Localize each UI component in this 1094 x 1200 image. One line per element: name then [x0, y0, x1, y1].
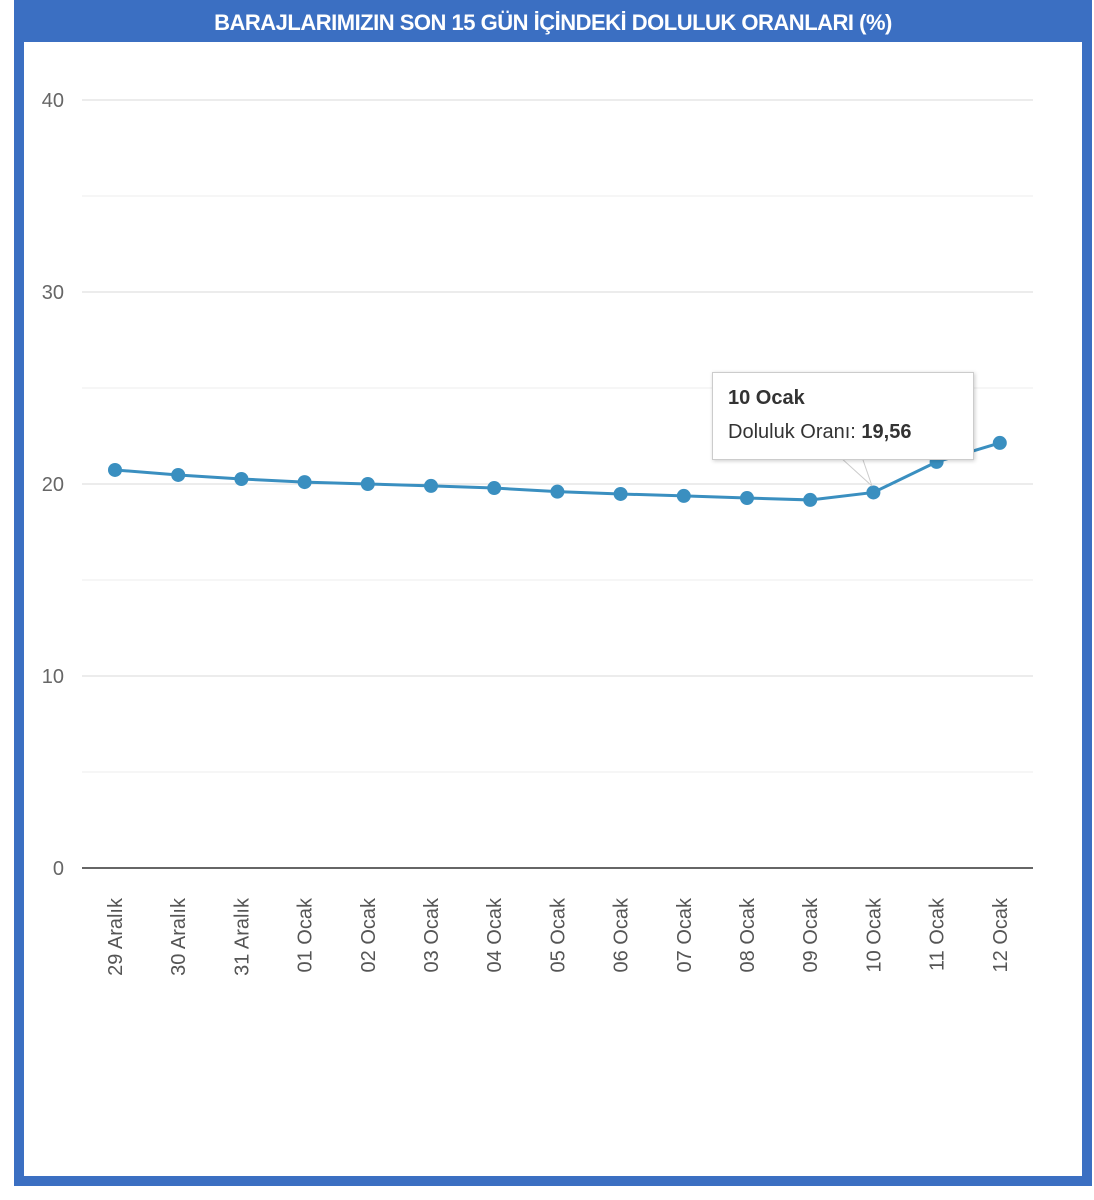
data-point	[487, 481, 502, 496]
x-tick-label: 05 Ocak	[547, 897, 569, 972]
x-tick-label: 01 Ocak	[295, 897, 317, 972]
tooltip-value: 19,56	[861, 421, 912, 443]
data-point	[866, 485, 881, 500]
x-tick-label: 30 Aralık	[168, 897, 190, 976]
data-point	[360, 477, 375, 491]
data-point	[740, 491, 754, 506]
x-tick-label: 07 Ocak	[674, 897, 696, 972]
y-tick-label: 0	[53, 858, 64, 880]
chart-frame	[14, 0, 1092, 1186]
data-point	[424, 478, 438, 493]
y-tick-label: 10	[42, 666, 64, 688]
tooltip-label: Doluluk Oranı:	[728, 421, 856, 443]
x-tick-label: 31 Aralık	[231, 897, 253, 976]
tooltip-row: Doluluk Oranı: 19,56	[728, 421, 911, 444]
x-tick-label: 08 Ocak	[737, 897, 759, 972]
tooltip-pointer	[839, 456, 873, 487]
x-tick-label: 11 Ocak	[927, 897, 949, 971]
data-point	[550, 484, 565, 499]
data-point	[676, 488, 691, 503]
data-point	[297, 475, 312, 490]
x-tick-label: 04 Ocak	[484, 897, 506, 972]
tooltip: 10 Ocak Doluluk Oranı: 19,56	[712, 372, 974, 460]
y-tick-label: 30	[42, 282, 64, 304]
x-tick-label: 09 Ocak	[800, 897, 822, 972]
x-tick-label: 02 Ocak	[358, 897, 380, 972]
x-tick-label: 06 Ocak	[611, 897, 633, 972]
y-tick-label: 40	[42, 90, 64, 112]
data-point	[234, 472, 249, 487]
tooltip-title: 10 Ocak	[728, 387, 805, 409]
chart-title: BARAJLARIMIZIN SON 15 GÜN İÇİNDEKİ DOLUL…	[14, 0, 1092, 42]
data-point	[613, 486, 628, 501]
data-point	[108, 462, 122, 477]
x-tick-label: 03 Ocak	[421, 897, 443, 972]
x-tick-label: 12 Ocak	[990, 897, 1012, 972]
x-tick-label: 10 Ocak	[863, 897, 885, 972]
x-tick-label: 29 Aralık	[105, 897, 127, 976]
y-tick-label: 20	[42, 474, 64, 496]
data-point	[992, 435, 1007, 450]
data-point	[171, 467, 186, 482]
data-point	[803, 492, 818, 507]
